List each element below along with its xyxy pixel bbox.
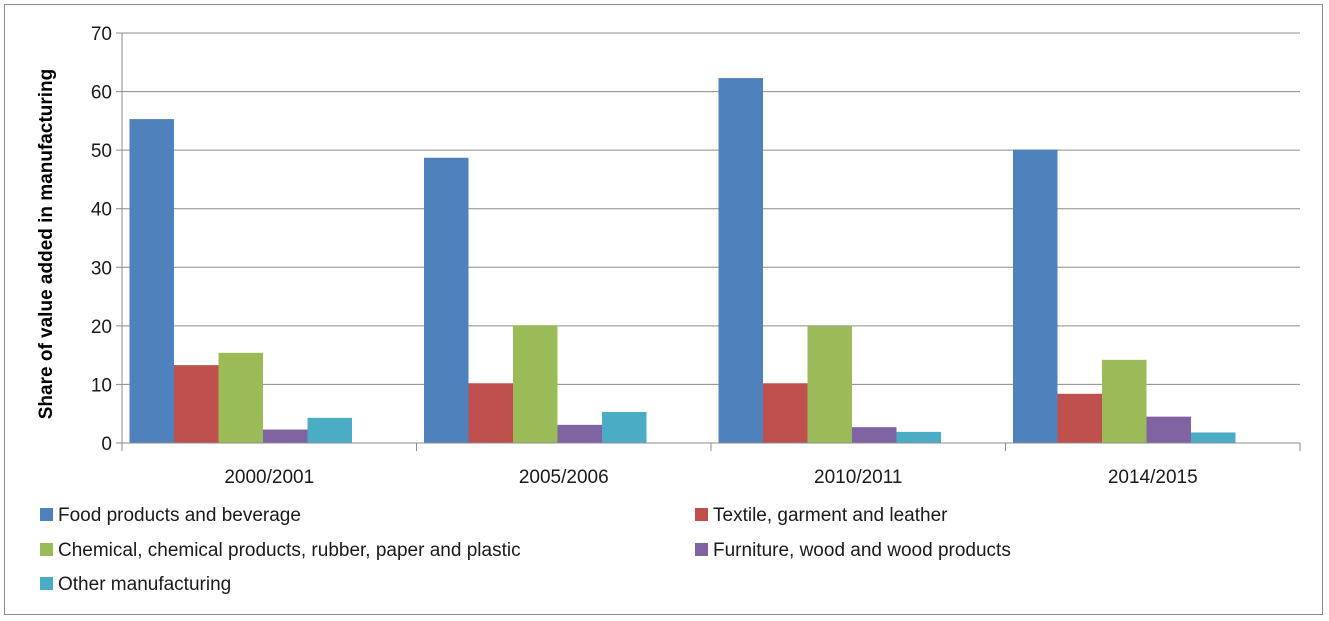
legend-item: Other manufacturing: [40, 574, 231, 595]
y-tick-label: 20: [91, 317, 112, 338]
y-tick-label: 0: [101, 434, 112, 455]
bar-2014-2015-series-5: [1191, 432, 1236, 443]
legend-swatch: [40, 543, 53, 556]
bar-2014-2015-series-3: [1102, 359, 1147, 443]
legend-label: Chemical, chemical products, rubber, pap…: [58, 540, 521, 561]
bar-2010-2011-series-1: [718, 78, 763, 443]
legend-swatch: [695, 543, 708, 556]
y-axis-title: Share of value added in manufacturing: [36, 69, 57, 420]
y-tick-label: 40: [91, 200, 112, 221]
legend-item: Textile, garment and leather: [695, 505, 948, 526]
legend-label: Food products and beverage: [58, 505, 301, 526]
bar-2000-2001-series-3: [218, 352, 263, 443]
bar-2005-2006-series-1: [424, 157, 469, 443]
legend-item: Food products and beverage: [40, 505, 301, 526]
y-tick-label: 50: [91, 141, 112, 162]
legend-item: Chemical, chemical products, rubber, pap…: [40, 540, 521, 561]
bar-2010-2011-series-4: [852, 427, 897, 443]
bar-2010-2011-series-3: [807, 326, 852, 443]
legend-swatch: [40, 508, 53, 521]
y-tick-label: 60: [91, 83, 112, 104]
x-tick-label: 2014/2015: [1108, 467, 1198, 488]
bar-2000-2001-series-4: [263, 429, 308, 443]
bars: [129, 78, 1236, 444]
chart-frame: [4, 4, 1323, 615]
bar-2000-2001-series-1: [129, 119, 174, 443]
x-tick-label: 2010/2011: [814, 467, 902, 488]
bar-2010-2011-series-2: [763, 383, 808, 443]
legend-label: Other manufacturing: [58, 574, 231, 595]
bar-2014-2015-series-1: [1013, 149, 1058, 444]
y-axis-ticks: 0 10 20 30 40 50 60 70: [91, 24, 122, 455]
legend: Food products and beverage Textile, garme…: [40, 505, 1011, 595]
bar-2005-2006-series-2: [468, 383, 513, 443]
bar-2005-2006-series-5: [602, 411, 647, 443]
bar-2005-2006-series-3: [513, 325, 558, 443]
x-tick-label: 2005/2006: [519, 467, 609, 488]
legend-swatch: [695, 508, 708, 521]
x-axis-ticks: 2000/2001 2005/2006 2010/2011 2014/2015: [121, 443, 1301, 488]
y-tick-label: 30: [91, 258, 112, 279]
bar-2000-2001-series-2: [174, 365, 219, 443]
x-tick-label: 2000/2001: [224, 467, 314, 488]
bar-2000-2001-series-5: [307, 417, 352, 443]
legend-label: Textile, garment and leather: [713, 505, 948, 526]
bar-2014-2015-series-4: [1146, 416, 1191, 443]
gridlines: [122, 32, 1300, 385]
y-tick-label: 70: [91, 24, 112, 45]
bar-2014-2015-series-2: [1057, 393, 1102, 443]
legend-label: Furniture, wood and wood products: [713, 540, 1011, 561]
bar-2005-2006-series-4: [557, 424, 602, 443]
legend-item: Furniture, wood and wood products: [695, 540, 1011, 561]
y-tick-label: 10: [91, 375, 112, 396]
legend-swatch: [40, 577, 53, 590]
bar-2010-2011-series-5: [896, 431, 941, 443]
